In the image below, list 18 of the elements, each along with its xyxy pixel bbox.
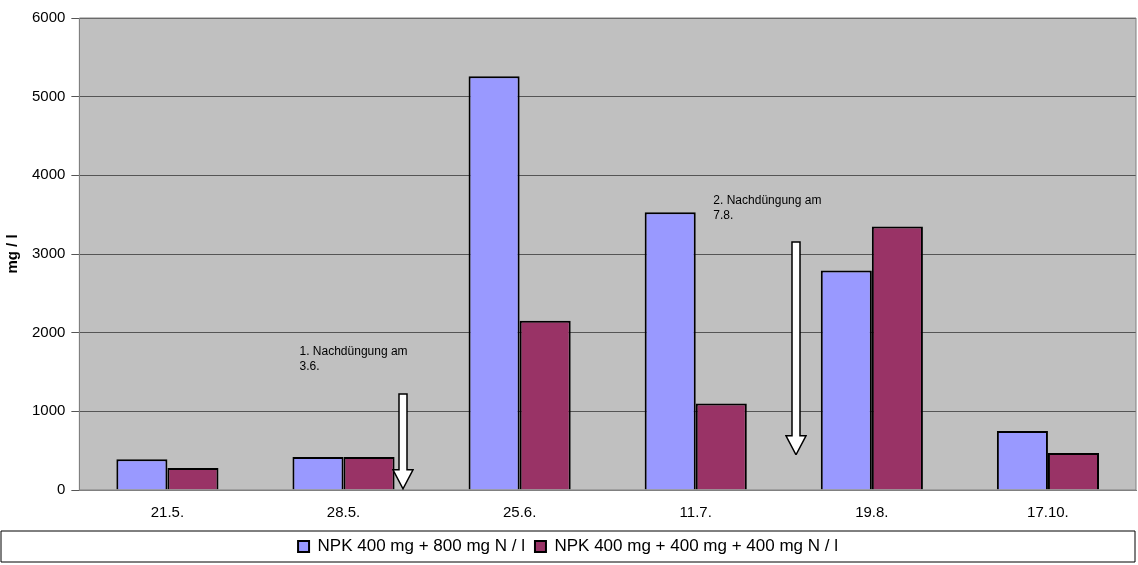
y-tick-label: 1000 <box>31 401 66 419</box>
y-tick-label: 6000 <box>31 8 66 26</box>
annotation: 1. Nachdüngung am 3.6. <box>299 343 408 373</box>
legend-label: NPK 400 mg + 400 mg + 400 mg N / l <box>554 536 838 556</box>
x-tick-label: 19.8. <box>855 503 889 521</box>
y-tick-label: 4000 <box>31 165 66 183</box>
y-tick-label: 0 <box>57 480 66 498</box>
x-tick-label: 28.5. <box>326 503 361 521</box>
x-tick-label: 17.10. <box>1027 503 1069 521</box>
x-tick-label: 25.6. <box>502 503 537 521</box>
legend-label: NPK 400 mg + 800 mg N / l <box>317 536 525 556</box>
x-tick-label: 21.5. <box>150 503 185 521</box>
y-tick-label: 2000 <box>31 322 66 340</box>
x-tick-label: 11.7. <box>679 503 712 521</box>
y-tick-label: 5000 <box>31 86 66 104</box>
y-tick-label: 3000 <box>31 244 66 262</box>
y-axis-title: mg / l <box>3 234 21 274</box>
annotation: 2. Nachdüngung am 7.8. <box>713 192 822 222</box>
